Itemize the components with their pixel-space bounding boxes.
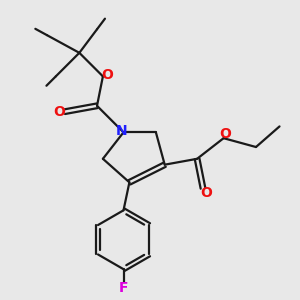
Text: O: O: [53, 105, 65, 119]
Text: O: O: [101, 68, 113, 82]
Text: N: N: [116, 124, 128, 138]
Text: O: O: [219, 127, 231, 141]
Text: O: O: [200, 186, 212, 200]
Text: F: F: [119, 281, 128, 295]
